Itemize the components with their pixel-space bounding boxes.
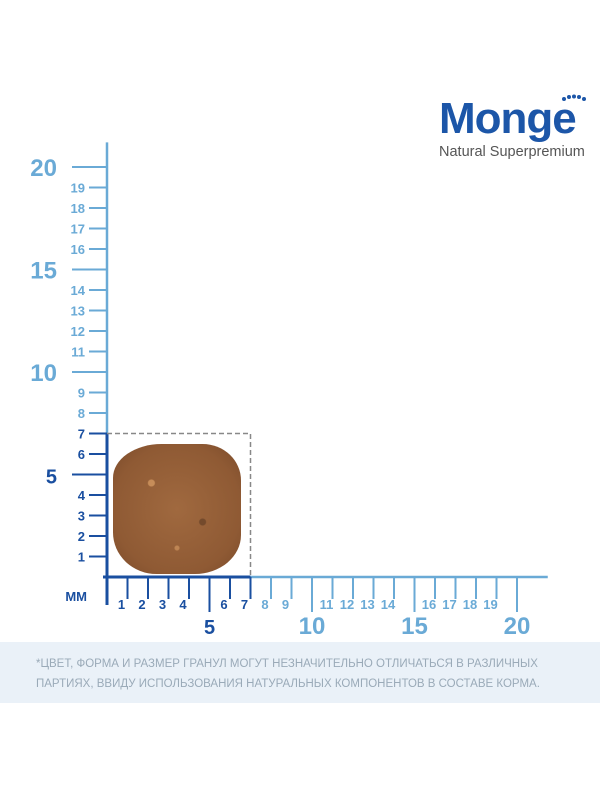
x-major-label: 5 <box>204 617 215 639</box>
x-tick-label: 19 <box>483 597 497 612</box>
y-tick-label: 13 <box>71 304 85 319</box>
x-tick-label: 17 <box>442 597 456 612</box>
unit-label: ММ <box>65 589 87 604</box>
y-tick-label: 8 <box>78 406 85 421</box>
monge-logo: Monge Natural Superpremium <box>439 94 586 161</box>
y-major-label: 5 <box>46 467 57 489</box>
y-major-label: 15 <box>30 258 57 285</box>
x-tick-label: 11 <box>320 597 334 612</box>
x-tick-label: 18 <box>463 597 477 612</box>
y-tick-label: 4 <box>78 488 86 503</box>
x-major-label: 20 <box>504 613 531 640</box>
brand-tagline: Natural Superpremium <box>439 144 585 160</box>
x-major-label: 10 <box>299 613 326 640</box>
y-tick-label: 1 <box>78 550 85 565</box>
y-tick-label: 7 <box>78 427 85 442</box>
size-ruler: 1122334455667788991010111112121313141415… <box>30 142 548 640</box>
x-tick-label: 8 <box>261 597 268 612</box>
x-tick-label: 12 <box>340 597 354 612</box>
x-tick-label: 7 <box>241 597 248 612</box>
x-tick-label: 4 <box>179 597 187 612</box>
x-tick-label: 9 <box>282 597 289 612</box>
crown-icon <box>562 94 586 101</box>
kibble-image <box>113 444 241 574</box>
x-tick-label: 2 <box>138 597 145 612</box>
brand-name: Monge <box>439 94 577 143</box>
y-major-label: 20 <box>30 155 57 182</box>
disclaimer-text: *ЦВЕТ, ФОРМА И РАЗМЕР ГРАНУЛ МОГУТ НЕЗНА… <box>36 658 540 690</box>
kibble-size-outline <box>107 432 252 577</box>
y-tick-label: 19 <box>71 181 85 196</box>
x-tick-label: 16 <box>422 597 436 612</box>
disclaimer-band: *ЦВЕТ, ФОРМА И РАЗМЕР ГРАНУЛ МОГУТ НЕЗНА… <box>0 642 600 703</box>
x-tick-label: 13 <box>360 597 374 612</box>
y-tick-label: 3 <box>78 509 85 524</box>
x-major-label: 15 <box>401 613 428 640</box>
y-tick-label: 2 <box>78 529 85 544</box>
y-tick-label: 18 <box>71 201 85 216</box>
y-tick-label: 12 <box>71 324 85 339</box>
x-tick-label: 3 <box>159 597 166 612</box>
y-tick-label: 9 <box>78 386 85 401</box>
x-tick-label: 14 <box>381 597 396 612</box>
y-tick-label: 17 <box>71 222 85 237</box>
x-tick-label: 6 <box>220 597 227 612</box>
y-tick-label: 16 <box>71 242 85 257</box>
y-tick-label: 11 <box>71 345 85 360</box>
y-major-label: 10 <box>30 360 57 387</box>
x-tick-label: 1 <box>118 597 125 612</box>
y-tick-label: 6 <box>78 447 85 462</box>
y-tick-label: 14 <box>71 283 86 298</box>
